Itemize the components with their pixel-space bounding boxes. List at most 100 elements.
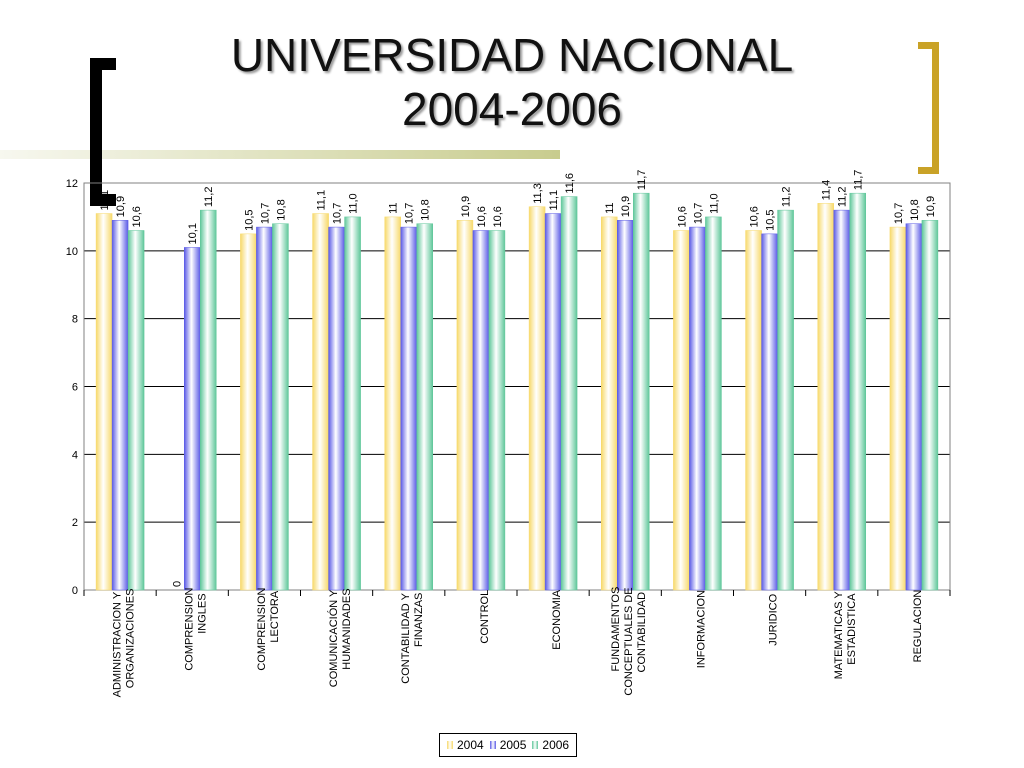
- bar: [777, 209, 794, 591]
- bar: [256, 226, 273, 591]
- decorative-line: [0, 150, 560, 159]
- category-label-line: FUNDAMENTOS: [610, 587, 622, 672]
- y-tick-label: 8: [72, 314, 78, 326]
- bar: [127, 230, 145, 591]
- bar: [384, 216, 401, 591]
- bar: [905, 223, 923, 591]
- category-label-line: JURIDICO: [767, 593, 779, 645]
- legend-item-2004: 2004: [447, 738, 484, 752]
- title-line-1: UNIVERSIDAD NACIONAL: [230, 29, 794, 81]
- legend-label: 2004: [457, 738, 484, 752]
- legend-swatch: [532, 741, 539, 749]
- data-label: 10,9: [620, 196, 632, 217]
- bar: [488, 230, 506, 591]
- data-label: 11,1: [99, 190, 111, 211]
- chart-legend: 2004 2005 2006: [439, 733, 578, 757]
- y-tick-label: 4: [72, 449, 78, 461]
- data-label: 10,6: [492, 206, 504, 227]
- y-tick-label: 6: [72, 382, 78, 394]
- category-label-line: ADMINISTRACION Y: [111, 591, 123, 697]
- bar: [601, 216, 618, 591]
- bar: [817, 203, 834, 591]
- category-label-line: FINANZAS: [413, 593, 425, 647]
- bar: [617, 220, 634, 591]
- bar: [472, 230, 490, 591]
- bar: [673, 230, 690, 591]
- data-label: 11,7: [853, 170, 865, 191]
- bar: [633, 192, 650, 591]
- data-label: 10,6: [131, 206, 143, 227]
- bar: [761, 233, 778, 591]
- legend-label: 2005: [499, 738, 527, 752]
- y-tick-label: 10: [66, 246, 78, 258]
- legend-item-2005: 2005: [489, 738, 527, 752]
- data-label: 10,9: [115, 196, 127, 217]
- data-label: 10,8: [420, 199, 432, 220]
- bar: [344, 216, 361, 591]
- bar: [528, 206, 546, 591]
- data-label: 10,7: [259, 203, 271, 224]
- category-label-line: INFORMACION: [695, 590, 707, 668]
- bar: [745, 230, 762, 591]
- data-label: 10,7: [404, 203, 416, 224]
- category-label-line: ESTADISTICA: [846, 593, 858, 665]
- category-label-line: MATEMATICAS Y: [833, 591, 845, 680]
- bar: [689, 226, 706, 591]
- bar: [833, 209, 850, 591]
- category-label-line: REGULACION: [912, 590, 924, 663]
- data-label: 10,7: [692, 203, 704, 224]
- y-tick-label: 2: [72, 517, 78, 529]
- data-label: 11: [604, 202, 616, 213]
- category-label-line: CONTABILIDAD: [636, 592, 648, 673]
- legend-swatch: [447, 741, 453, 749]
- y-tick-label: 12: [66, 178, 78, 190]
- data-label: 10,5: [243, 209, 255, 230]
- data-label: 10,8: [275, 199, 287, 220]
- category-label-line: ORGANIZACIONES: [124, 589, 136, 689]
- category-label-line: HUMANIDADES: [341, 588, 353, 669]
- data-label: 10,6: [676, 206, 688, 227]
- data-label: 10,8: [909, 199, 921, 220]
- data-label: 10,1: [187, 223, 199, 244]
- category-label-line: CONCEPTUALES DE: [623, 587, 635, 695]
- category-label-line: ECONOMIA: [551, 589, 563, 650]
- data-label: 0: [171, 581, 183, 587]
- data-label: 11,2: [203, 187, 215, 208]
- bar: [111, 220, 129, 591]
- y-tick-label: 0: [72, 585, 78, 597]
- data-label: 11,2: [837, 187, 849, 208]
- bar: [328, 226, 345, 591]
- data-label: 10,9: [925, 196, 937, 217]
- data-label: 11,0: [708, 193, 720, 214]
- data-label: 11,1: [316, 190, 328, 211]
- bar: [95, 213, 113, 591]
- bar: [400, 226, 417, 591]
- data-label: 11,0: [348, 193, 360, 214]
- bar: [240, 233, 257, 591]
- bar: [921, 220, 939, 591]
- data-label: 11: [388, 202, 400, 213]
- bar: [272, 223, 289, 591]
- category-label-line: COMPRENSION: [184, 587, 196, 670]
- data-label: 10,9: [460, 196, 472, 217]
- bar: [560, 196, 578, 591]
- category-label-line: LECTORA: [269, 590, 281, 642]
- category-label-line: CONTABILIDAD Y: [400, 592, 412, 683]
- bar: [705, 216, 722, 591]
- data-label: 10,7: [893, 203, 905, 224]
- bar: [200, 209, 217, 591]
- bar: [849, 192, 866, 591]
- bar: [312, 213, 329, 591]
- data-label: 10,6: [476, 206, 488, 227]
- data-label: 11,2: [781, 187, 793, 208]
- category-label-line: COMUNICACIÓN Y: [327, 589, 340, 687]
- data-label: 11,1: [548, 190, 560, 211]
- legend-swatch: [489, 741, 496, 749]
- right-bracket-decoration: [918, 42, 939, 174]
- legend-label: 2006: [542, 738, 570, 752]
- data-label: 11,7: [636, 170, 648, 191]
- category-label-line: COMPRENSION: [256, 587, 268, 670]
- bar: [544, 213, 562, 591]
- left-bracket-decoration: [90, 58, 116, 206]
